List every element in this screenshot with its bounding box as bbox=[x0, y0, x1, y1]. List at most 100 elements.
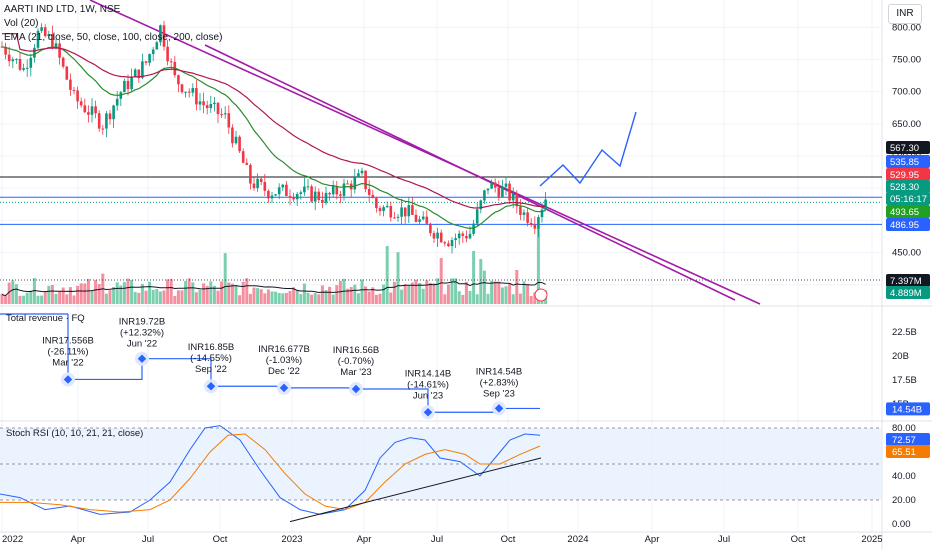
revenue-point bbox=[206, 381, 216, 391]
revenue-change: (-0.70%) bbox=[338, 356, 374, 367]
candle-body bbox=[141, 61, 144, 78]
volume-bar bbox=[306, 292, 310, 304]
time-tick: 2024 bbox=[567, 534, 588, 545]
candle-body bbox=[457, 233, 461, 239]
candle-body bbox=[472, 223, 475, 234]
volume-bar bbox=[72, 295, 76, 304]
candle-body bbox=[97, 113, 101, 129]
revenue-period: Dec '22 bbox=[268, 366, 300, 377]
volume-bar bbox=[526, 283, 530, 304]
volume-bar bbox=[65, 294, 69, 304]
candle-body bbox=[137, 69, 141, 78]
volume-bar bbox=[140, 283, 144, 304]
currency-button[interactable]: INR bbox=[888, 4, 922, 24]
volume-bar bbox=[205, 285, 209, 304]
projection-path bbox=[539, 111, 637, 187]
volume-bar bbox=[320, 285, 324, 304]
revenue-point bbox=[494, 404, 504, 413]
candle-body bbox=[313, 191, 317, 202]
rsi-title: Stoch RSI (10, 10, 21, 21, close) bbox=[6, 428, 143, 439]
volume-bar bbox=[234, 285, 238, 304]
candle-body bbox=[245, 162, 249, 165]
candle-body bbox=[36, 30, 40, 48]
candle-body bbox=[51, 34, 54, 48]
candle-body bbox=[497, 187, 501, 197]
price-tick: 800.00 bbox=[892, 22, 921, 33]
ema-50-line bbox=[2, 33, 546, 209]
candle-body bbox=[544, 199, 547, 210]
candle-body bbox=[526, 212, 529, 223]
volume-bar bbox=[410, 282, 414, 304]
time-axis[interactable]: 2022 Apr Jul Oct 2023 Apr Jul Oct 2024 Apr Jul Oct 2… bbox=[2, 534, 883, 545]
candle-body bbox=[407, 205, 411, 217]
time-tick: 2022 bbox=[2, 534, 23, 545]
volume-bar bbox=[468, 290, 472, 304]
candle-body bbox=[360, 170, 364, 174]
volume-bar bbox=[155, 289, 159, 304]
volume-bar bbox=[418, 283, 422, 304]
rsi-tick: 40.00 bbox=[892, 471, 916, 482]
revenue-tick: 20B bbox=[892, 351, 909, 362]
volume-bar bbox=[245, 278, 249, 304]
rsi-tick: 0.00 bbox=[892, 519, 911, 530]
candle-body bbox=[425, 216, 429, 224]
price-tag: 493.65 bbox=[890, 207, 919, 218]
price-tag: 535.85 bbox=[890, 157, 919, 168]
volume-bar bbox=[457, 291, 461, 304]
revenue-step-line bbox=[68, 358, 540, 413]
candle-body bbox=[447, 243, 450, 247]
volume-bar bbox=[508, 283, 512, 304]
volume-ma-line bbox=[1, 281, 546, 297]
candle-body bbox=[123, 80, 126, 93]
volume-bar bbox=[439, 258, 443, 304]
ema-indicator-label[interactable]: EMA (21, close, 50, close, 100, close, 2… bbox=[4, 32, 223, 43]
revenue-tag: 14.54B bbox=[892, 404, 922, 415]
volume-bar bbox=[148, 281, 152, 304]
candle-body bbox=[436, 232, 439, 239]
rsi-d-line bbox=[0, 433, 541, 513]
volume-bar bbox=[299, 294, 303, 304]
candle-body bbox=[40, 27, 43, 31]
candle-body bbox=[335, 185, 339, 195]
candle-body bbox=[299, 192, 303, 194]
volume-bar bbox=[356, 293, 360, 304]
volume-indicator-label[interactable]: Vol (20) bbox=[4, 18, 39, 29]
revenue-change: (-1.03%) bbox=[266, 355, 302, 366]
price-tag: 486.95 bbox=[890, 220, 919, 231]
candle-body bbox=[184, 91, 187, 93]
volume-bar bbox=[385, 246, 389, 304]
candle-body bbox=[465, 235, 468, 239]
volume-bar bbox=[382, 284, 386, 304]
volume-tag-bg bbox=[886, 274, 930, 287]
volume-bar bbox=[490, 280, 494, 304]
candle-body bbox=[418, 219, 421, 222]
candle-body bbox=[475, 209, 479, 224]
price-tick: 750.00 bbox=[892, 54, 921, 65]
candle-body bbox=[4, 46, 7, 55]
volume-bar bbox=[54, 293, 58, 304]
symbol-title[interactable]: AARTI IND LTD, 1W, NSE bbox=[4, 4, 121, 15]
volume-bar bbox=[472, 251, 476, 304]
volume-bar bbox=[274, 291, 278, 304]
candle-body bbox=[378, 208, 382, 212]
candle-body bbox=[393, 217, 396, 219]
candle-body bbox=[331, 185, 335, 195]
volume-bar bbox=[500, 287, 504, 304]
volume-bar bbox=[198, 289, 202, 304]
candle-body bbox=[292, 197, 295, 200]
candle-body bbox=[288, 196, 292, 198]
earnings-marker-icon bbox=[534, 288, 548, 302]
candle-body bbox=[223, 113, 227, 115]
rsi-tag-bg bbox=[886, 445, 930, 458]
candle-body bbox=[7, 54, 11, 62]
candle-body bbox=[195, 88, 198, 105]
volume-bar bbox=[436, 278, 440, 304]
volume-bar bbox=[281, 293, 285, 304]
candle-body bbox=[364, 170, 367, 190]
volume-bar bbox=[158, 291, 162, 304]
candle-body bbox=[220, 114, 223, 116]
candle-body bbox=[115, 98, 119, 106]
ema-21-line bbox=[1, 46, 546, 230]
volume-bar bbox=[461, 294, 465, 304]
